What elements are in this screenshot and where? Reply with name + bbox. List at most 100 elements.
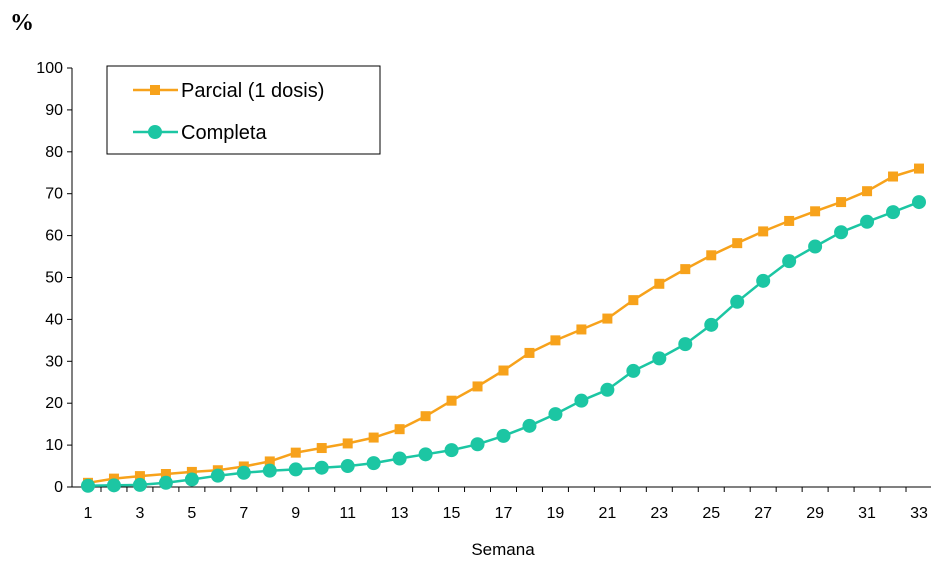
data-point bbox=[678, 337, 693, 352]
x-tick-label: 17 bbox=[495, 505, 513, 522]
data-point bbox=[522, 418, 537, 433]
y-tick-label: 0 bbox=[54, 479, 63, 496]
y-tick-label: 20 bbox=[45, 395, 63, 412]
series-2 bbox=[81, 195, 926, 493]
x-tick-label: 11 bbox=[339, 505, 356, 522]
data-point bbox=[730, 294, 745, 309]
data-point bbox=[472, 381, 483, 392]
data-point bbox=[602, 313, 613, 324]
data-point bbox=[368, 432, 379, 443]
series-layer bbox=[81, 163, 926, 493]
data-point bbox=[210, 468, 225, 483]
data-point bbox=[600, 382, 615, 397]
data-point bbox=[862, 186, 873, 197]
data-point bbox=[418, 447, 433, 462]
y-tick-label: 60 bbox=[45, 228, 63, 245]
x-tick-label: 27 bbox=[754, 505, 772, 522]
data-point bbox=[652, 351, 667, 366]
data-point bbox=[706, 250, 717, 261]
data-point bbox=[394, 424, 405, 435]
x-tick-label: 13 bbox=[391, 505, 409, 522]
y-tick-label: 50 bbox=[45, 270, 63, 287]
data-point bbox=[886, 205, 901, 220]
y-tick-label: 70 bbox=[45, 186, 63, 203]
data-point bbox=[470, 437, 485, 452]
data-point bbox=[392, 451, 407, 466]
x-tick-label: 9 bbox=[291, 505, 300, 522]
data-point bbox=[420, 411, 431, 422]
data-point bbox=[496, 428, 511, 443]
x-tick-label: 19 bbox=[547, 505, 565, 522]
x-tick-label: 5 bbox=[187, 505, 196, 522]
data-point bbox=[288, 462, 303, 477]
x-tick-label: 23 bbox=[650, 505, 668, 522]
x-tick-label: 33 bbox=[910, 505, 928, 522]
data-point bbox=[834, 225, 849, 240]
data-point bbox=[158, 475, 173, 490]
y-tick-label: 80 bbox=[45, 144, 63, 161]
data-point bbox=[808, 239, 823, 254]
data-point bbox=[81, 478, 95, 493]
y-tick-label: 30 bbox=[45, 353, 63, 370]
data-point bbox=[548, 407, 563, 422]
data-point bbox=[262, 463, 277, 478]
data-point bbox=[316, 443, 327, 454]
data-point bbox=[860, 214, 875, 229]
data-point bbox=[574, 393, 589, 408]
y-tick-label: 100 bbox=[36, 60, 63, 77]
data-point bbox=[550, 335, 561, 346]
legend-box bbox=[106, 65, 381, 155]
data-point bbox=[914, 163, 924, 174]
data-point bbox=[836, 197, 847, 208]
data-point bbox=[498, 365, 509, 376]
legend-label: Completa bbox=[181, 122, 267, 144]
data-point bbox=[888, 171, 899, 182]
legend-marker bbox=[150, 85, 160, 95]
data-point bbox=[654, 278, 665, 289]
data-point bbox=[134, 471, 145, 482]
data-point bbox=[704, 317, 719, 332]
data-point bbox=[912, 195, 926, 210]
legend-label: Parcial (1 dosis) bbox=[181, 80, 324, 102]
y-tick-label: 10 bbox=[45, 437, 63, 454]
x-tick-label: 21 bbox=[598, 505, 616, 522]
x-tick-label: 29 bbox=[806, 505, 824, 522]
data-point bbox=[160, 469, 171, 480]
data-point bbox=[106, 478, 121, 493]
data-point bbox=[756, 273, 771, 288]
data-point bbox=[732, 238, 743, 249]
data-point bbox=[576, 324, 587, 335]
data-point bbox=[132, 477, 147, 492]
x-axis-title: Semana bbox=[471, 540, 535, 559]
x-tick-label: 25 bbox=[702, 505, 720, 522]
data-point bbox=[236, 465, 251, 480]
data-point bbox=[366, 456, 381, 471]
legend-marker bbox=[148, 125, 162, 139]
x-tick-label: 31 bbox=[858, 505, 876, 522]
data-point bbox=[782, 254, 797, 269]
x-tick-label: 7 bbox=[239, 505, 248, 522]
x-tick-label: 15 bbox=[443, 505, 461, 522]
data-point bbox=[314, 460, 329, 475]
data-point bbox=[186, 466, 197, 477]
series-line bbox=[87, 200, 920, 487]
data-point bbox=[524, 347, 535, 358]
y-unit-label: % bbox=[10, 10, 34, 36]
data-point bbox=[184, 472, 199, 487]
legend-item: Parcial (1 dosis) bbox=[133, 80, 324, 102]
x-tick-label: 3 bbox=[135, 505, 144, 522]
legend-item: Completa bbox=[133, 122, 267, 144]
data-point bbox=[342, 438, 353, 449]
data-point bbox=[290, 447, 301, 458]
data-point bbox=[446, 395, 457, 406]
legend: Parcial (1 dosis) Completa bbox=[106, 65, 381, 155]
data-point bbox=[784, 215, 795, 226]
data-point bbox=[264, 456, 275, 467]
x-tick-label: 1 bbox=[84, 505, 93, 522]
data-point bbox=[628, 295, 639, 306]
data-point bbox=[340, 459, 355, 474]
data-point bbox=[758, 226, 769, 237]
data-point bbox=[626, 363, 641, 378]
